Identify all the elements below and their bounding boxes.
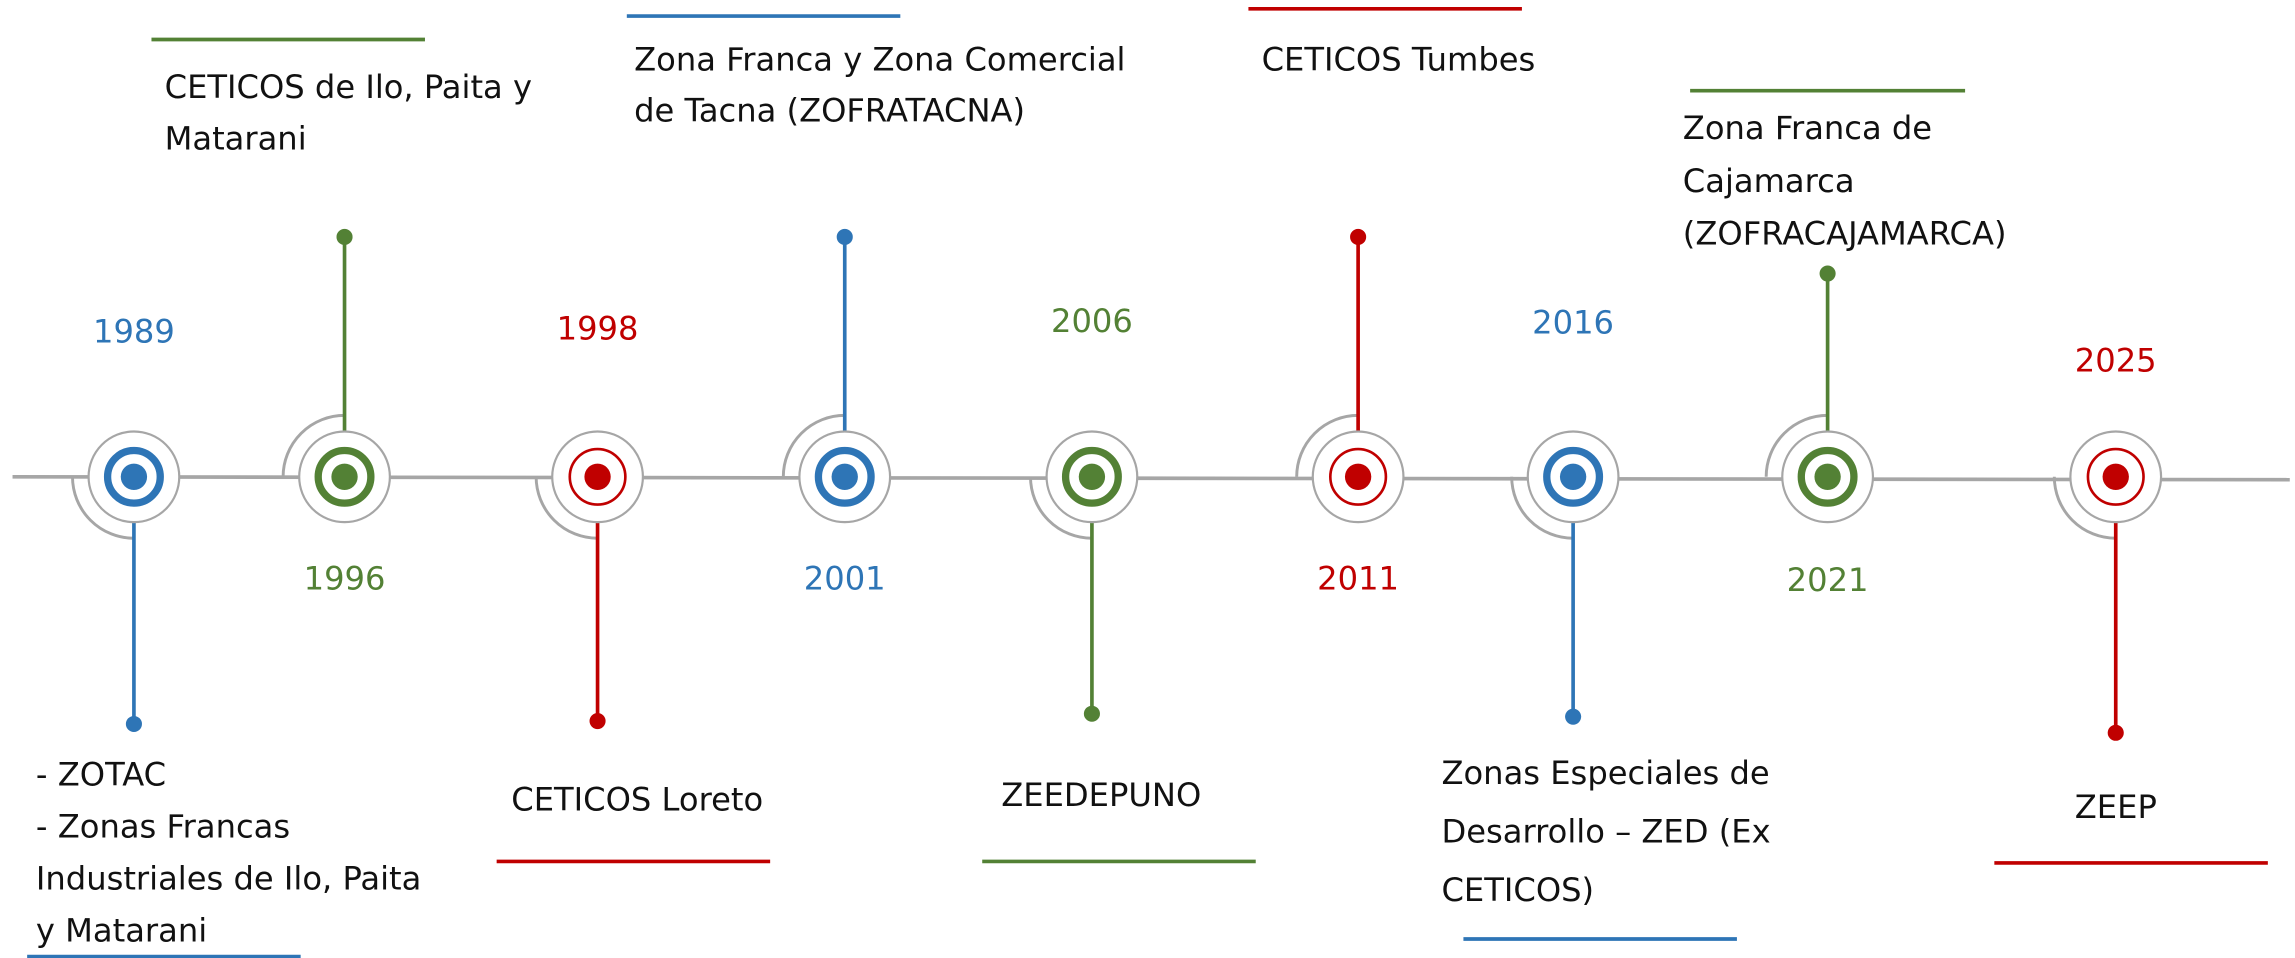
stem-dot: [1819, 265, 1836, 282]
arc: [71, 476, 134, 540]
center-dot: [584, 463, 611, 490]
year: 2016: [1532, 304, 1614, 342]
center-dot: [831, 463, 858, 490]
event-label: Zona Franca de: [1683, 109, 1932, 147]
arc: [1510, 476, 1574, 540]
arc: [1295, 413, 1359, 477]
stem-dot: [836, 228, 853, 245]
stem-dot: [589, 713, 606, 730]
event-label: - ZOTAC: [36, 756, 166, 794]
arc: [1029, 476, 1092, 540]
event-label: CETICOS): [1441, 871, 1594, 909]
event-label: CETICOS de Ilo, Paita y: [165, 68, 532, 106]
center-dot: [2102, 463, 2129, 490]
event-label: - Zonas Francas: [36, 808, 290, 846]
year: 1989: [93, 312, 175, 350]
stem-dot: [125, 715, 142, 733]
year: 2011: [1317, 560, 1399, 598]
center-dot: [1814, 463, 1841, 490]
stem-dot: [1565, 708, 1582, 725]
center-dot: [331, 463, 358, 490]
event-label: ZEEP: [2075, 788, 2157, 826]
arc: [534, 476, 598, 540]
event-label: Zona Franca y Zona Comercial: [634, 40, 1125, 78]
arc: [1764, 413, 1828, 477]
event-label: ZEEDEPUNO: [1001, 776, 1201, 814]
event-label: Matarani: [165, 119, 307, 157]
stem-dot: [336, 228, 353, 245]
axis-line: [12, 474, 2290, 482]
event-label: Zonas Especiales de: [1441, 754, 1769, 792]
event-label: CETICOS Tumbes: [1262, 40, 1536, 78]
year: 2001: [804, 560, 886, 598]
center-dot: [1078, 463, 1106, 490]
event-label: Cajamarca: [1683, 162, 1855, 200]
arc: [281, 413, 345, 477]
stem-dot: [1083, 705, 1100, 722]
event-label: CETICOS Loreto: [511, 781, 763, 819]
event-label: y Matarani: [36, 911, 207, 949]
center-dot: [120, 463, 148, 490]
arc: [781, 413, 845, 477]
event-label: de Tacna (ZOFRATACNA): [634, 92, 1025, 130]
event-label: (ZOFRACAJAMARCA): [1683, 214, 2007, 252]
stem-dot: [2107, 724, 2124, 741]
year: 2021: [1787, 561, 1869, 599]
stem-dot: [1350, 228, 1367, 245]
event-label: Industriales de Ilo, Paita: [36, 859, 421, 897]
year: 2006: [1051, 302, 1133, 340]
year: 2025: [2075, 342, 2157, 380]
event-label: Desarrollo – ZED (Ex: [1441, 813, 1770, 851]
arc: [2052, 476, 2116, 540]
year: 1998: [557, 310, 639, 348]
center-dot: [1559, 463, 1587, 490]
year: 1996: [304, 560, 386, 598]
center-dot: [1344, 463, 1372, 490]
